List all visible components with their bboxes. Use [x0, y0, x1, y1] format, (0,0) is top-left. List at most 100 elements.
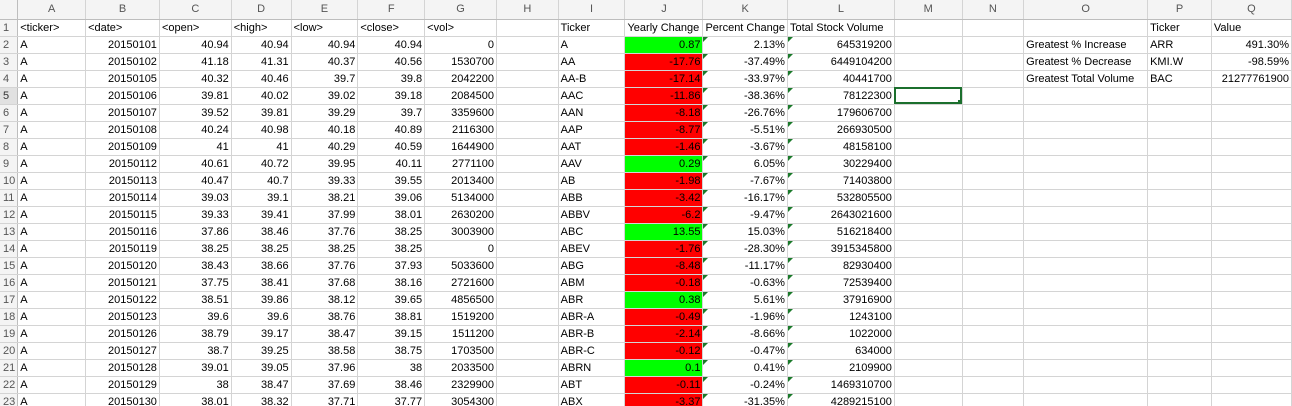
ticker-cell[interactable]: ABM — [558, 274, 626, 292]
greatest-value-cell[interactable]: 21277761900 — [1211, 70, 1292, 88]
data-cell[interactable]: A — [17, 138, 87, 156]
data-cell[interactable]: 41.18 — [159, 53, 232, 71]
data-cell[interactable]: 39.18 — [357, 87, 426, 105]
data-cell[interactable]: 5134000 — [424, 189, 497, 207]
row-header[interactable]: 11 — [0, 189, 19, 207]
data-cell[interactable]: 40.94 — [159, 36, 232, 54]
total-volume-cell[interactable]: 72539400 — [787, 274, 895, 292]
data-cell[interactable]: 39.41 — [231, 206, 292, 224]
empty-cell[interactable] — [1023, 87, 1149, 105]
empty-cell[interactable] — [1147, 155, 1212, 173]
total-volume-cell[interactable]: 266930500 — [787, 121, 895, 139]
percent-change-cell[interactable]: 0.41% — [702, 359, 788, 377]
empty-cell[interactable] — [1023, 189, 1149, 207]
cell[interactable] — [894, 19, 963, 37]
data-cell[interactable]: 2630200 — [424, 206, 497, 224]
data-cell[interactable]: 39.02 — [291, 87, 359, 105]
total-volume-cell[interactable]: 6449104200 — [787, 53, 895, 71]
data-cell[interactable]: 40.59 — [357, 138, 426, 156]
ticker-cell[interactable]: AA-B — [558, 70, 626, 88]
ticker-cell[interactable]: ABG — [558, 257, 626, 275]
empty-cell[interactable] — [496, 308, 559, 326]
row-header[interactable]: 22 — [0, 376, 19, 394]
ticker-cell[interactable]: A — [558, 36, 626, 54]
empty-cell[interactable] — [1147, 87, 1212, 105]
yearly-change-cell[interactable]: -0.12 — [624, 342, 704, 360]
data-cell[interactable]: A — [17, 53, 87, 71]
header-cell[interactable]: <high> — [231, 19, 292, 37]
empty-cell[interactable] — [1023, 172, 1149, 190]
data-cell[interactable]: A — [17, 325, 87, 343]
total-volume-cell[interactable]: 48158100 — [787, 138, 895, 156]
data-cell[interactable]: 38 — [159, 376, 232, 394]
data-cell[interactable]: 5033600 — [424, 257, 497, 275]
data-cell[interactable]: 2116300 — [424, 121, 497, 139]
empty-cell[interactable] — [496, 342, 559, 360]
ticker-cell[interactable]: ABR-A — [558, 308, 626, 326]
data-cell[interactable]: 40.72 — [231, 155, 292, 173]
data-cell[interactable]: 41.31 — [231, 53, 292, 71]
empty-cell[interactable] — [962, 257, 1025, 275]
empty-cell[interactable] — [1147, 189, 1212, 207]
data-cell[interactable]: 37.93 — [357, 257, 426, 275]
empty-cell[interactable] — [496, 359, 559, 377]
data-cell[interactable]: 40.02 — [231, 87, 292, 105]
row-header[interactable]: 18 — [0, 308, 19, 326]
data-cell[interactable]: 38.21 — [291, 189, 359, 207]
empty-cell[interactable] — [962, 155, 1025, 173]
greatest-label-cell[interactable]: Greatest Total Volume — [1023, 70, 1149, 88]
yearly-change-cell[interactable]: -8.18 — [624, 104, 704, 122]
row-header[interactable]: 3 — [0, 53, 19, 71]
empty-cell[interactable] — [1147, 223, 1212, 241]
column-header-o[interactable]: O — [1023, 0, 1149, 20]
empty-cell[interactable] — [894, 104, 963, 122]
data-cell[interactable]: 20150128 — [85, 359, 160, 377]
data-cell[interactable]: 39.29 — [291, 104, 359, 122]
total-volume-cell[interactable]: 30229400 — [787, 155, 895, 173]
data-cell[interactable]: 20150121 — [85, 274, 160, 292]
empty-cell[interactable] — [1147, 393, 1212, 406]
data-cell[interactable]: 39.6 — [231, 308, 292, 326]
header-cell[interactable]: Ticker — [1147, 19, 1212, 37]
empty-cell[interactable] — [1023, 138, 1149, 156]
empty-cell[interactable] — [894, 308, 963, 326]
empty-cell[interactable] — [1147, 240, 1212, 258]
empty-cell[interactable] — [1211, 376, 1292, 394]
percent-change-cell[interactable]: 15.03% — [702, 223, 788, 241]
empty-cell[interactable] — [894, 325, 963, 343]
data-cell[interactable]: 37.68 — [291, 274, 359, 292]
data-cell[interactable]: A — [17, 257, 87, 275]
header-cell[interactable]: <open> — [159, 19, 232, 37]
data-cell[interactable]: A — [17, 393, 87, 406]
percent-change-cell[interactable]: -7.67% — [702, 172, 788, 190]
data-cell[interactable]: 39.01 — [159, 359, 232, 377]
ticker-cell[interactable]: ABC — [558, 223, 626, 241]
data-cell[interactable]: A — [17, 189, 87, 207]
row-header[interactable]: 1 — [0, 19, 19, 37]
empty-cell[interactable] — [962, 121, 1025, 139]
empty-cell[interactable] — [962, 223, 1025, 241]
empty-cell[interactable] — [894, 36, 963, 54]
data-cell[interactable]: 38.75 — [357, 342, 426, 360]
total-volume-cell[interactable]: 532805500 — [787, 189, 895, 207]
data-cell[interactable]: 38.25 — [231, 240, 292, 258]
header-cell[interactable]: Value — [1211, 19, 1292, 37]
data-cell[interactable]: 40.47 — [159, 172, 232, 190]
empty-cell[interactable] — [962, 104, 1025, 122]
header-cell[interactable]: Total Stock Volume — [787, 19, 895, 37]
ticker-cell[interactable]: ABX — [558, 393, 626, 406]
data-cell[interactable]: A — [17, 87, 87, 105]
empty-cell[interactable] — [1147, 376, 1212, 394]
empty-cell[interactable] — [1211, 257, 1292, 275]
greatest-value-cell[interactable]: -98.59% — [1211, 53, 1292, 71]
ticker-cell[interactable]: ABRN — [558, 359, 626, 377]
empty-cell[interactable] — [962, 376, 1025, 394]
data-cell[interactable]: 38.58 — [291, 342, 359, 360]
empty-cell[interactable] — [1211, 291, 1292, 309]
data-cell[interactable]: 38 — [357, 359, 426, 377]
data-cell[interactable]: 38.25 — [291, 240, 359, 258]
header-cell[interactable]: <close> — [357, 19, 426, 37]
data-cell[interactable]: 37.76 — [291, 223, 359, 241]
empty-cell[interactable] — [962, 342, 1025, 360]
empty-cell[interactable] — [496, 104, 559, 122]
